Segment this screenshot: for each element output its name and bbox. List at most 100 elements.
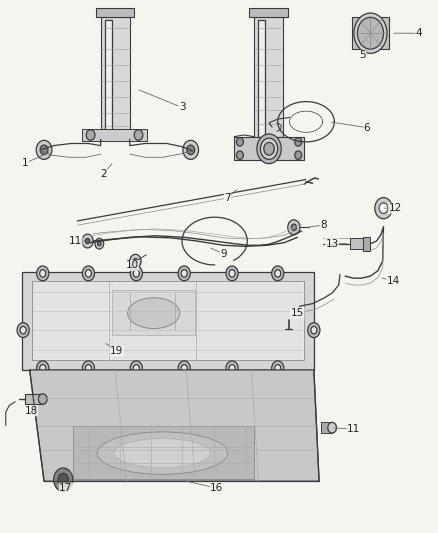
- Polygon shape: [198, 284, 302, 358]
- Circle shape: [278, 293, 300, 319]
- Circle shape: [85, 238, 90, 244]
- Circle shape: [85, 365, 92, 372]
- Polygon shape: [30, 370, 319, 481]
- Text: 6: 6: [364, 123, 370, 133]
- Ellipse shape: [115, 439, 210, 468]
- Polygon shape: [350, 238, 363, 249]
- Polygon shape: [234, 136, 304, 160]
- Circle shape: [229, 270, 235, 277]
- Circle shape: [85, 270, 92, 277]
- Text: 11: 11: [347, 424, 360, 434]
- Circle shape: [275, 270, 281, 277]
- Text: 14: 14: [386, 276, 400, 286]
- Text: 1: 1: [22, 158, 28, 168]
- Circle shape: [133, 270, 139, 277]
- Polygon shape: [25, 394, 43, 405]
- Circle shape: [237, 138, 244, 146]
- Text: 17: 17: [59, 483, 72, 493]
- Circle shape: [82, 234, 93, 248]
- Ellipse shape: [127, 298, 180, 328]
- Circle shape: [286, 303, 292, 310]
- Circle shape: [183, 140, 198, 159]
- Circle shape: [130, 254, 141, 268]
- Text: 11: 11: [69, 236, 82, 246]
- Circle shape: [130, 361, 142, 376]
- Circle shape: [187, 145, 194, 155]
- Circle shape: [36, 140, 52, 159]
- Circle shape: [178, 361, 190, 376]
- Circle shape: [379, 203, 388, 214]
- Polygon shape: [363, 237, 371, 251]
- Text: 16: 16: [210, 483, 223, 493]
- Circle shape: [178, 266, 190, 281]
- Circle shape: [37, 361, 49, 376]
- Circle shape: [98, 241, 101, 246]
- Circle shape: [58, 473, 68, 486]
- Circle shape: [82, 266, 95, 281]
- Circle shape: [40, 145, 48, 155]
- Circle shape: [37, 266, 49, 281]
- Circle shape: [130, 266, 142, 281]
- Circle shape: [226, 266, 238, 281]
- Circle shape: [288, 220, 300, 235]
- Text: 4: 4: [416, 28, 423, 38]
- Polygon shape: [113, 290, 195, 335]
- Circle shape: [20, 326, 26, 334]
- Text: 3: 3: [179, 102, 185, 112]
- Circle shape: [295, 151, 302, 159]
- Polygon shape: [82, 128, 147, 141]
- Ellipse shape: [97, 432, 228, 474]
- Circle shape: [86, 130, 95, 140]
- Polygon shape: [112, 284, 194, 358]
- Circle shape: [181, 270, 187, 277]
- Circle shape: [82, 361, 95, 376]
- Circle shape: [134, 130, 143, 140]
- Polygon shape: [254, 17, 283, 136]
- Polygon shape: [96, 8, 134, 17]
- Polygon shape: [101, 17, 130, 139]
- Polygon shape: [352, 17, 389, 49]
- Circle shape: [260, 138, 278, 159]
- Polygon shape: [258, 20, 265, 136]
- Circle shape: [237, 151, 244, 159]
- Circle shape: [354, 13, 387, 53]
- Text: 5: 5: [359, 51, 366, 60]
- Circle shape: [226, 361, 238, 376]
- Text: 9: 9: [220, 249, 226, 259]
- Polygon shape: [22, 272, 314, 370]
- Circle shape: [282, 298, 295, 314]
- Circle shape: [40, 270, 46, 277]
- Text: 8: 8: [320, 220, 327, 230]
- Polygon shape: [105, 20, 112, 139]
- Circle shape: [39, 394, 47, 405]
- Circle shape: [53, 468, 73, 491]
- Circle shape: [375, 198, 392, 219]
- Text: 12: 12: [389, 203, 402, 213]
- Circle shape: [272, 361, 284, 376]
- Text: 10: 10: [125, 261, 138, 270]
- Circle shape: [357, 17, 384, 49]
- Circle shape: [257, 134, 281, 164]
- Text: 13: 13: [325, 239, 339, 249]
- Circle shape: [311, 326, 317, 334]
- Circle shape: [40, 365, 46, 372]
- Text: 19: 19: [110, 346, 124, 357]
- Circle shape: [272, 266, 284, 281]
- Circle shape: [291, 224, 297, 230]
- Circle shape: [308, 322, 320, 337]
- Text: 18: 18: [25, 406, 38, 416]
- Polygon shape: [34, 284, 107, 358]
- Circle shape: [295, 138, 302, 146]
- Text: 2: 2: [100, 169, 107, 179]
- Circle shape: [328, 422, 336, 433]
- Circle shape: [133, 365, 139, 372]
- Polygon shape: [73, 425, 254, 479]
- Circle shape: [17, 322, 29, 337]
- Circle shape: [95, 238, 104, 249]
- Polygon shape: [321, 422, 332, 433]
- Circle shape: [181, 365, 187, 372]
- Text: 7: 7: [224, 192, 231, 203]
- Circle shape: [133, 259, 138, 264]
- Polygon shape: [32, 281, 304, 360]
- Circle shape: [264, 142, 274, 155]
